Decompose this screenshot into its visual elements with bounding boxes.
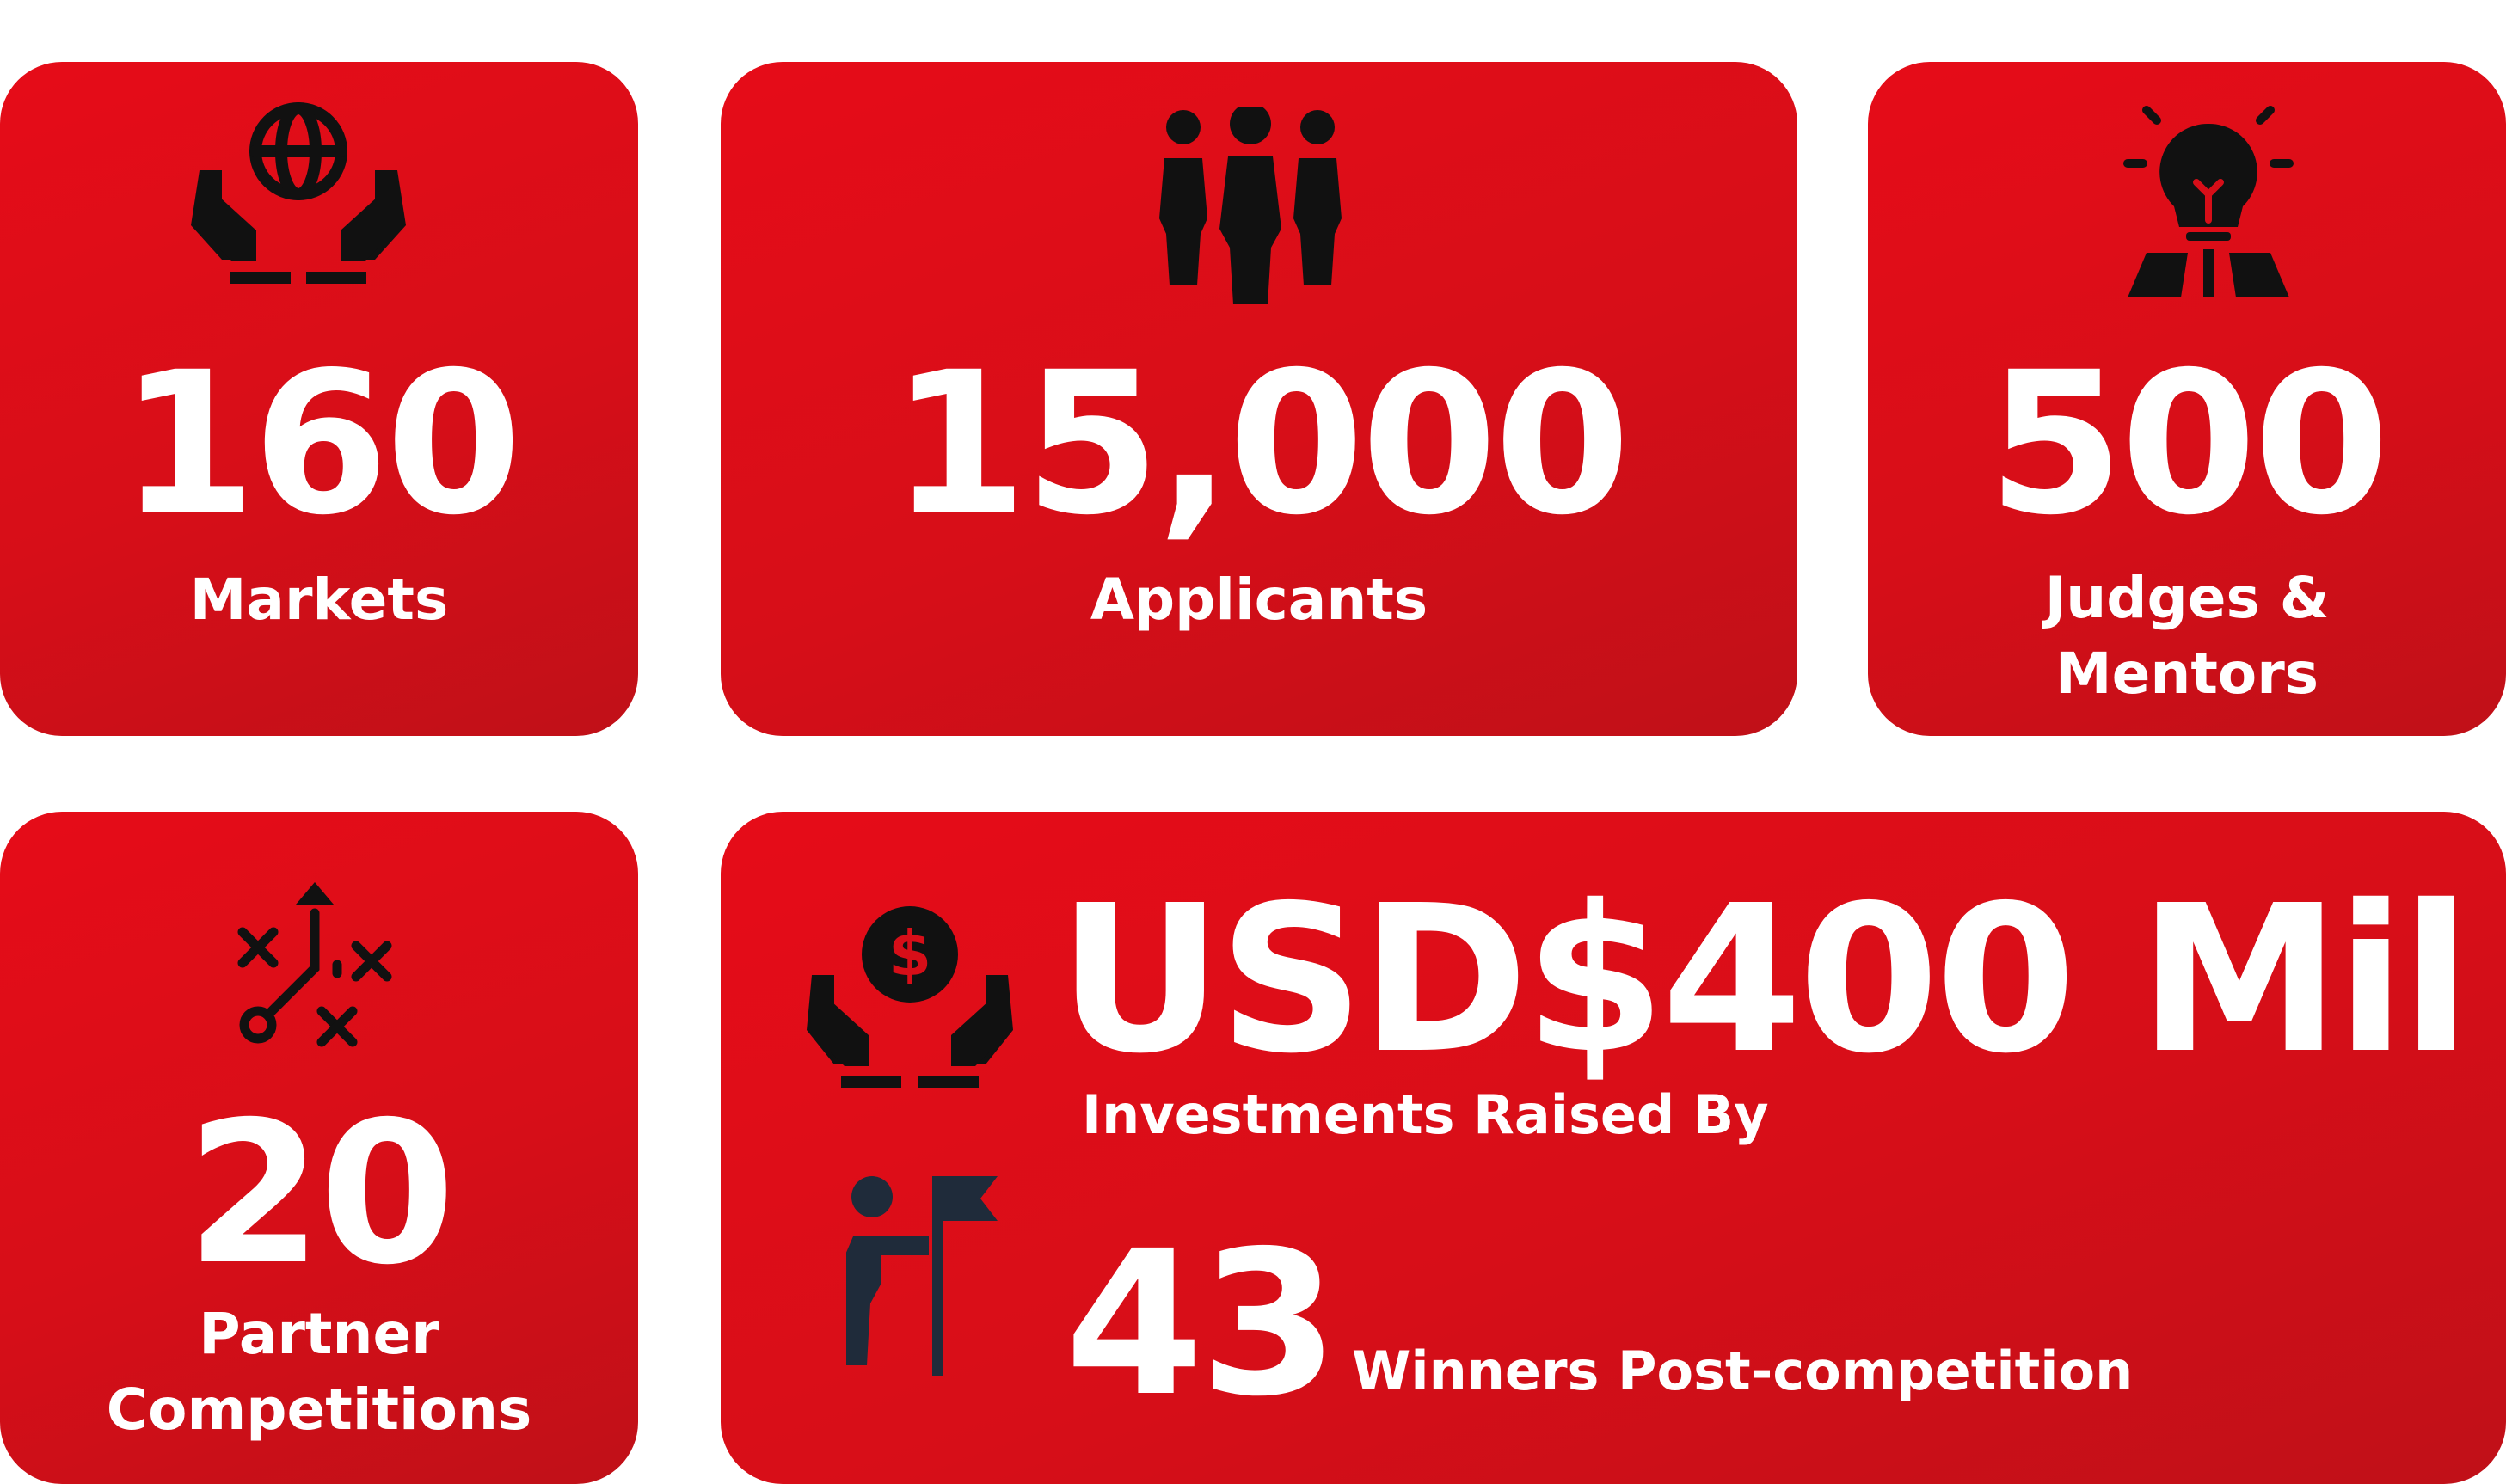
partners-label-line-2: Competitions <box>106 1377 532 1443</box>
markets-value: 160 <box>120 329 522 558</box>
investments-amount: USD$400 Mil <box>1058 862 2471 1098</box>
person-with-flag-icon <box>846 1176 998 1376</box>
money-in-hands-icon: $ <box>807 906 1013 1088</box>
investments-label: Investments Raised By <box>1082 1083 1769 1146</box>
judges-label-line-2: Mentors <box>2055 641 2319 707</box>
people-group-icon <box>1159 107 1342 304</box>
stat-card-partner-competitions: 20 Partner Competitions <box>0 812 638 1484</box>
lightbulb-mentor-icon <box>2123 106 2294 297</box>
judges-label-line-1: Judges & <box>2044 565 2330 631</box>
stat-card-investments: $ USD$400 Mil Investments Raised By 43 W… <box>721 812 2506 1484</box>
applicants-value: 15,000 <box>891 329 1631 558</box>
partners-label-line-1: Partner <box>199 1301 439 1367</box>
markets-label: Markets <box>189 567 449 633</box>
stat-card-applicants: 15,000 Applicants <box>721 62 1797 736</box>
judges-value: 500 <box>1987 329 2390 558</box>
globe-in-hands-icon <box>191 102 406 284</box>
stat-card-markets: 160 Markets <box>0 62 638 736</box>
svg-text:$: $ <box>888 917 931 990</box>
winners-label: Winners Post-competition <box>1352 1340 2134 1402</box>
stat-card-judges-mentors: 500 Judges & Mentors <box>1868 62 2506 736</box>
judges-label: Judges & Mentors <box>1868 561 2506 712</box>
winners-count: 43 <box>1065 1208 1339 1440</box>
applicants-label: Applicants <box>1090 567 1428 633</box>
strategy-play-icon <box>237 882 392 1047</box>
partners-label: Partner Competitions <box>0 1297 638 1448</box>
partners-value: 20 <box>186 1079 455 1308</box>
